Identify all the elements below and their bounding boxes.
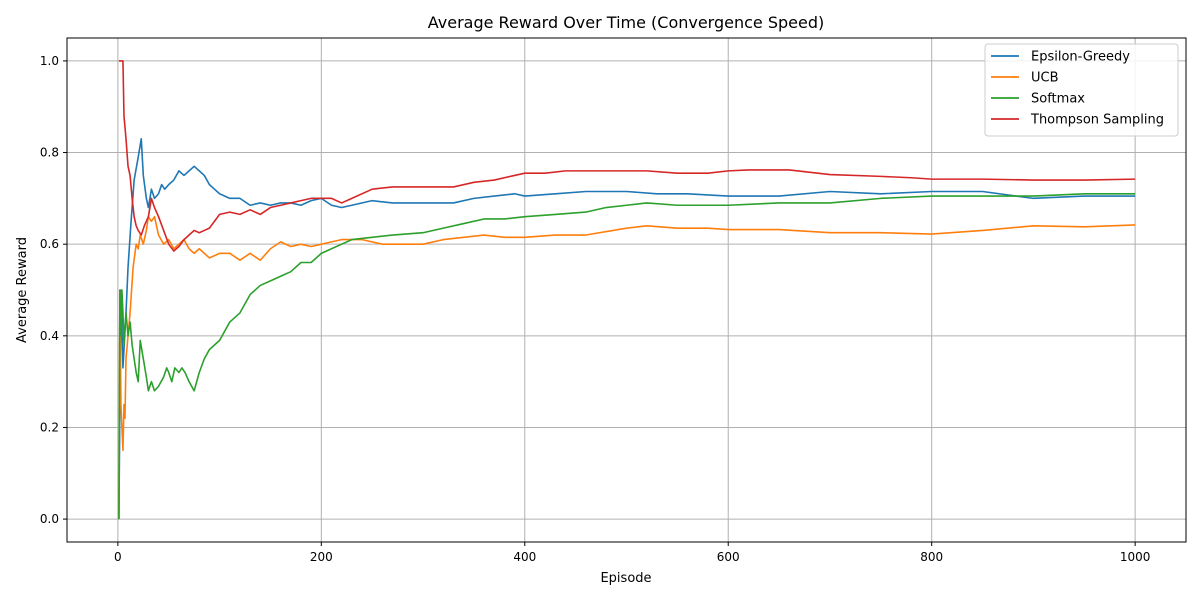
legend-label: Softmax [1031, 92, 1085, 107]
y-tick-label: 0.6 [40, 237, 59, 251]
legend-box [984, 43, 1179, 137]
chart-title: Average Reward Over Time (Convergence Sp… [428, 13, 825, 32]
plot-area [118, 60, 1136, 520]
plot-frame [66, 37, 1187, 543]
x-tick-label: 800 [920, 550, 943, 564]
legend-label: UCB [1031, 71, 1059, 86]
x-tick-label: 1000 [1120, 550, 1151, 564]
x-tick-label: 600 [717, 550, 740, 564]
y-tick-label: 0.8 [40, 146, 59, 160]
x-tick-label: 400 [513, 550, 536, 564]
y-tick-label: 0.2 [40, 420, 59, 434]
y-tick-label: 0.4 [40, 329, 59, 343]
x-axis-label: Episode [600, 571, 651, 586]
series-line-softmax [118, 192, 1136, 520]
x-tick-label: 200 [310, 550, 333, 564]
series-line-epsilon-greedy [118, 138, 1136, 520]
y-tick-label: 1.0 [40, 54, 59, 68]
axes: 0 200 400 600 800 1000 0.0 0.2 0.4 0.6 0.8 1.0 [40, 37, 1187, 564]
series-line-thompson-sampling [118, 60, 1136, 252]
legend-label: Epsilon-Greedy [1031, 50, 1130, 65]
grid [67, 38, 1186, 542]
legend-label: Thompson Sampling [1030, 113, 1164, 128]
y-axis-label: Average Reward [15, 237, 30, 343]
series-line-ucb [118, 215, 1136, 520]
x-tick-label: 0 [114, 550, 122, 564]
y-tick-label: 0.0 [40, 512, 59, 526]
legend: Epsilon-Greedy UCB Softmax Thompson Samplin… [984, 43, 1179, 137]
